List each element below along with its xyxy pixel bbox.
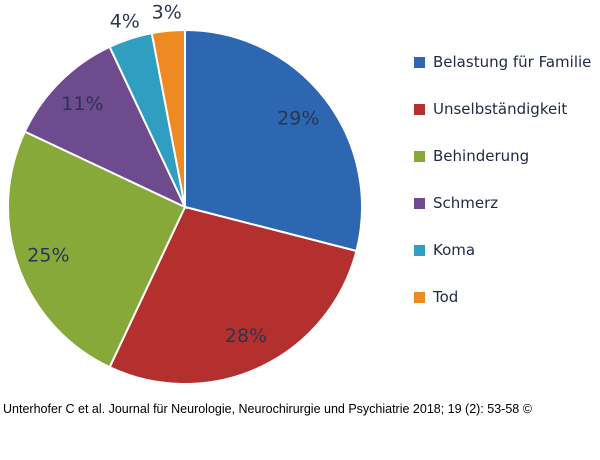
legend-label: Belastung für Familie [433,53,592,71]
legend-item-koma: Koma [414,238,591,262]
legend-item-behinderung: Behinderung [414,144,591,168]
legend-label: Schmerz [433,194,499,212]
legend-item-tod: Tod [414,285,591,309]
legend-swatch [414,197,425,209]
pie-slice-tod [150,28,186,208]
legend-swatch [414,150,425,162]
legend-item-schmerz: Schmerz [414,191,591,215]
pie-chart: 29% 28% 25% 11% 4% 3% [7,2,363,385]
slice-value-label: 4% [110,10,140,32]
legend: Belastung für Familie Unselbständigkeit … [414,50,591,332]
slice-value-label: 11% [61,93,103,115]
legend-swatch [414,244,425,256]
legend-swatch [414,103,425,115]
slice-value-label: 3% [152,2,182,24]
legend-label: Unselbständigkeit [433,100,568,118]
pie-slice-schmerz [23,45,188,210]
legend-label: Tod [433,288,459,306]
legend-item-unselbstaendigkeit: Unselbständigkeit [414,97,591,121]
source-caption: Unterhofer C et al. Journal für Neurolog… [3,402,532,416]
legend-label: Koma [433,241,476,259]
legend-item-belastung: Belastung für Familie [414,50,591,74]
slice-value-label: 28% [225,325,267,347]
slice-value-label: 29% [277,108,319,130]
slice-value-label: 25% [27,245,69,267]
pie-slice-behinderung [7,130,187,369]
legend-swatch [414,56,425,68]
legend-swatch [414,291,425,303]
pie-slice-belastung-f-r-familie [184,28,363,253]
legend-label: Behinderung [433,147,530,165]
pie-slice-unselbst-ndigkeit [108,205,358,385]
